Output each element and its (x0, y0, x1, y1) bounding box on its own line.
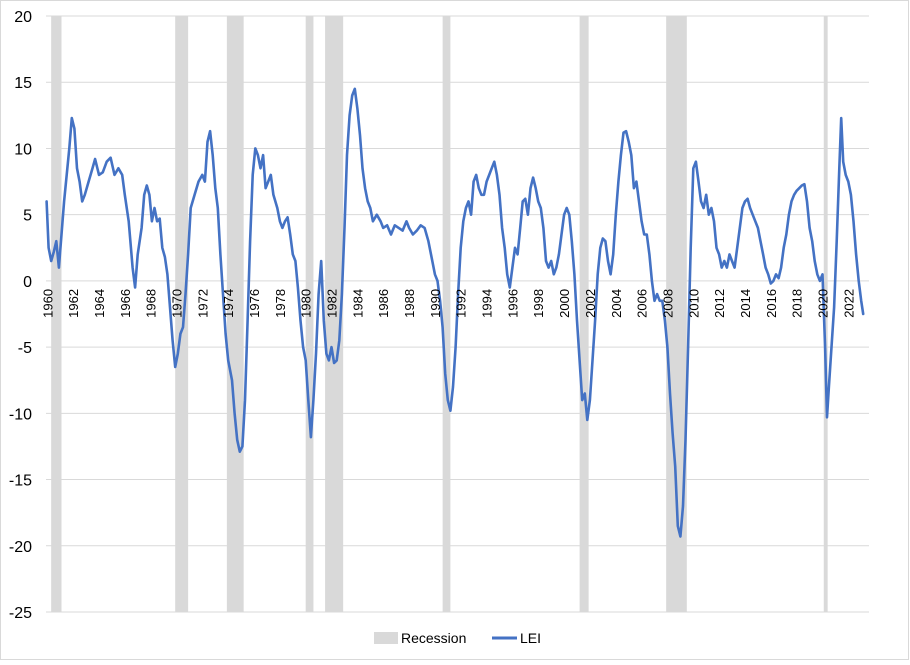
x-tick-label: 1960 (40, 289, 55, 318)
x-tick-label: 2020 (815, 289, 830, 318)
x-tick-label: 1970 (169, 289, 184, 318)
x-tick-label: 1996 (505, 289, 520, 318)
y-tick-label: 20 (14, 9, 32, 26)
recession-band (175, 16, 189, 612)
y-tick-label: -20 (9, 539, 32, 556)
y-tick-label: 10 (14, 141, 32, 158)
x-tick-label: 2016 (764, 289, 779, 318)
x-tick-label: 1962 (66, 289, 81, 318)
recession-band (51, 16, 62, 612)
x-tick-label: 1984 (350, 289, 365, 318)
x-tick-label: 2004 (609, 289, 624, 318)
y-tick-label: -10 (9, 406, 32, 423)
recession-band (226, 16, 244, 612)
y-tick-label: 15 (14, 75, 32, 92)
x-tick-label: 1968 (144, 289, 159, 318)
recession-band (442, 16, 451, 612)
x-tick-label: 1966 (118, 289, 133, 318)
y-tick-label: 0 (23, 274, 32, 291)
lei-series-line (45, 87, 865, 538)
legend-recession-label: Recession (401, 630, 466, 646)
gridlines (46, 15, 869, 613)
x-tick-label: 1976 (247, 289, 262, 318)
x-tick-label: 1988 (402, 289, 417, 318)
y-tick-labels: 20 15 10 5 0 -5 -10 -15 -20 -25 (9, 9, 32, 622)
recession-band (325, 16, 344, 612)
y-tick-label: -15 (9, 473, 32, 490)
recession-band (579, 16, 589, 612)
y-tick-label: 5 (23, 208, 32, 225)
x-tick-label: 2008 (660, 289, 675, 318)
x-tick-label: 2012 (712, 289, 727, 318)
x-tick-label: 1992 (454, 289, 469, 318)
x-tick-label: 2000 (557, 289, 572, 318)
x-tick-label: 1980 (299, 289, 314, 318)
legend: Recession LEI (374, 630, 541, 646)
recession-band (305, 16, 314, 612)
x-tick-label: 1998 (531, 289, 546, 318)
x-tick-label: 1974 (221, 289, 236, 318)
legend-recession-swatch (374, 632, 398, 644)
x-tick-label: 1978 (273, 289, 288, 318)
x-tick-label: 2010 (686, 289, 701, 318)
y-tick-label: -5 (18, 340, 32, 357)
series-lines (45, 87, 865, 538)
x-tick-label: 2006 (635, 289, 650, 318)
legend-lei-label: LEI (520, 630, 541, 646)
x-tick-label: 1990 (428, 289, 443, 318)
x-tick-label: 2022 (841, 289, 856, 318)
recession-bands (51, 16, 828, 612)
x-tick-label: 1994 (480, 289, 495, 318)
x-tick-label: 2002 (583, 289, 598, 318)
x-tick-label: 1972 (195, 289, 210, 318)
x-tick-label: 1964 (92, 289, 107, 318)
x-tick-label: 1986 (376, 289, 391, 318)
x-tick-label: 1982 (325, 289, 340, 318)
x-tick-labels: 1960 1962 1964 1966 1968 1970 1972 1974 1976 1978… (40, 289, 856, 318)
recession-band (823, 16, 828, 612)
x-tick-label: 2014 (738, 289, 753, 318)
x-tick-label: 2018 (790, 289, 805, 318)
y-tick-label: -25 (9, 605, 32, 622)
recession-band (666, 16, 687, 612)
